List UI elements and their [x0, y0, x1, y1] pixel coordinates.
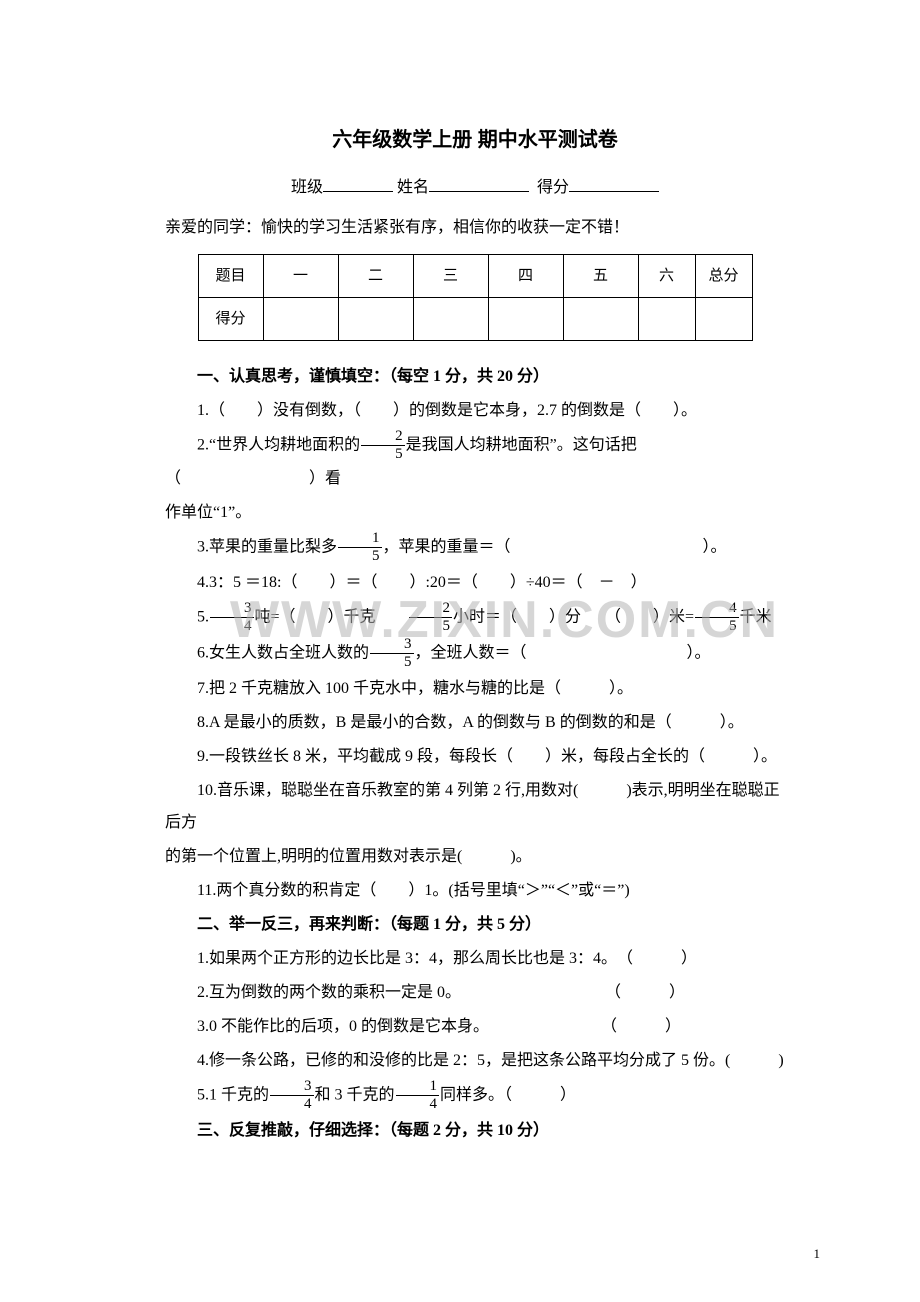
text: 和 3 千克的 — [315, 1087, 395, 1104]
fraction: 34 — [270, 1078, 314, 1112]
section-3-head: 三、反复推敲，仔细选择：（每题 2 分，共 10 分） — [165, 1115, 785, 1147]
intro-text: 亲爱的同学：愉快的学习生活紧张有序，相信你的收获一定不错！ — [165, 212, 785, 244]
text: 5.1 千克的 — [197, 1087, 269, 1104]
table-row: 得分 — [198, 298, 752, 341]
th: 一 — [263, 255, 338, 298]
cell[interactable] — [563, 298, 638, 341]
q1-11: 11.两个真分数的积肯定（ ）1。(括号里填“＞”“＜”或“＝”) — [165, 875, 785, 907]
cell[interactable] — [413, 298, 488, 341]
q2-1: 1.如果两个正方形的边长比是 3：4，那么周长比也是 3：4。 （ ） — [165, 943, 785, 975]
text: ，苹果的重量＝（ ）。 — [383, 539, 727, 556]
table-row: 题目 一 二 三 四 五 六 总分 — [198, 255, 752, 298]
q1-10: 10.音乐课，聪聪坐在音乐教室的第 4 列第 2 行,用数对( )表示,明明坐在… — [165, 775, 785, 839]
section-2-head: 二、举一反三，再来判断：（每题 1 分，共 5 分） — [165, 909, 785, 941]
student-form: 班级 姓名 得分 — [165, 172, 785, 204]
text: 2.“世界人均耕地面积的 — [197, 437, 360, 454]
th: 总分 — [695, 255, 752, 298]
text: 6.女生人数占全班人数的 — [197, 645, 369, 662]
th: 六 — [638, 255, 695, 298]
q1-6: 6.女生人数占全班人数的35，全班人数＝（ ）。 — [165, 637, 785, 671]
class-label: 班级 — [291, 179, 323, 196]
q1-4: 4.3：5 ＝18:（ ）＝（ ）:20＝（ ）÷40＝（ － ） — [165, 567, 785, 599]
th: 二 — [338, 255, 413, 298]
fraction: 34 — [210, 600, 254, 634]
q1-3: 3.苹果的重量比梨多15，苹果的重量＝（ ）。 — [165, 531, 785, 565]
doc-title: 六年级数学上册 期中水平测试卷 — [165, 120, 785, 160]
page-number: 1 — [814, 1246, 821, 1262]
fraction: 35 — [370, 636, 414, 670]
name-label: 姓名 — [397, 179, 429, 196]
page: 六年级数学上册 期中水平测试卷 班级 姓名 得分 亲爱的同学：愉快的学习生活紧张… — [0, 0, 920, 1207]
class-blank[interactable] — [323, 175, 393, 192]
text: 千米 — [740, 609, 772, 626]
row-label: 得分 — [198, 298, 263, 341]
fraction: 45 — [695, 600, 739, 634]
text: 小时＝（ ）分 （ ）米= — [453, 609, 694, 626]
cell[interactable] — [338, 298, 413, 341]
cell[interactable] — [263, 298, 338, 341]
cell[interactable] — [488, 298, 563, 341]
th: 四 — [488, 255, 563, 298]
score-table: 题目 一 二 三 四 五 六 总分 得分 — [198, 254, 753, 341]
th: 题目 — [198, 255, 263, 298]
q1-2: 2.“世界人均耕地面积的25是我国人均耕地面积”。这句话把（ ）看 — [165, 429, 785, 495]
fraction: 25 — [409, 600, 453, 634]
q1-10-cont: 的第一个位置上,明明的位置用数对表示是( )。 — [165, 841, 785, 873]
text: 同样多。（ ） — [440, 1087, 576, 1104]
q1-7: 7.把 2 千克糖放入 100 千克水中，糖水与糖的比是（ ）。 — [165, 673, 785, 705]
q1-1: 1.（ ）没有倒数，（ ）的倒数是它本身，2.7 的倒数是（ ）。 — [165, 395, 785, 427]
score-label: 得分 — [537, 179, 569, 196]
q1-5: 5.34吨=（ ）千克 25小时＝（ ）分 （ ）米=45千米 — [165, 601, 785, 635]
q2-5: 5.1 千克的34和 3 千克的14同样多。（ ） — [165, 1079, 785, 1113]
text: ，全班人数＝（ ）。 — [415, 645, 711, 662]
fraction: 25 — [361, 428, 405, 462]
q2-4: 4.修一条公路，已修的和没修的比是 2：5，是把这条公路平均分成了 5 份。( … — [165, 1045, 785, 1077]
section-1-head: 一、认真思考，谨慎填空：（每空 1 分，共 20 分） — [165, 361, 785, 393]
q1-8: 8.A 是最小的质数，B 是最小的合数，A 的倒数与 B 的倒数的和是（ ）。 — [165, 707, 785, 739]
text: 吨=（ ）千克 — [255, 609, 408, 626]
q2-3: 3.0 不能作比的后项，0 的倒数是它本身。 （ ） — [165, 1011, 785, 1043]
name-blank[interactable] — [429, 175, 529, 192]
th: 三 — [413, 255, 488, 298]
fraction: 15 — [338, 530, 382, 564]
cell[interactable] — [695, 298, 752, 341]
q2-2: 2.互为倒数的两个数的乘积一定是 0。 （ ） — [165, 977, 785, 1009]
th: 五 — [563, 255, 638, 298]
score-blank[interactable] — [569, 175, 659, 192]
fraction: 14 — [396, 1078, 440, 1112]
text: 5. — [197, 609, 209, 626]
text: 3.苹果的重量比梨多 — [197, 539, 337, 556]
q1-9: 9.一段铁丝长 8 米，平均截成 9 段，每段长（ ）米，每段占全长的（ ）。 — [165, 741, 785, 773]
cell[interactable] — [638, 298, 695, 341]
q1-2-cont: 作单位“1”。 — [165, 497, 785, 529]
